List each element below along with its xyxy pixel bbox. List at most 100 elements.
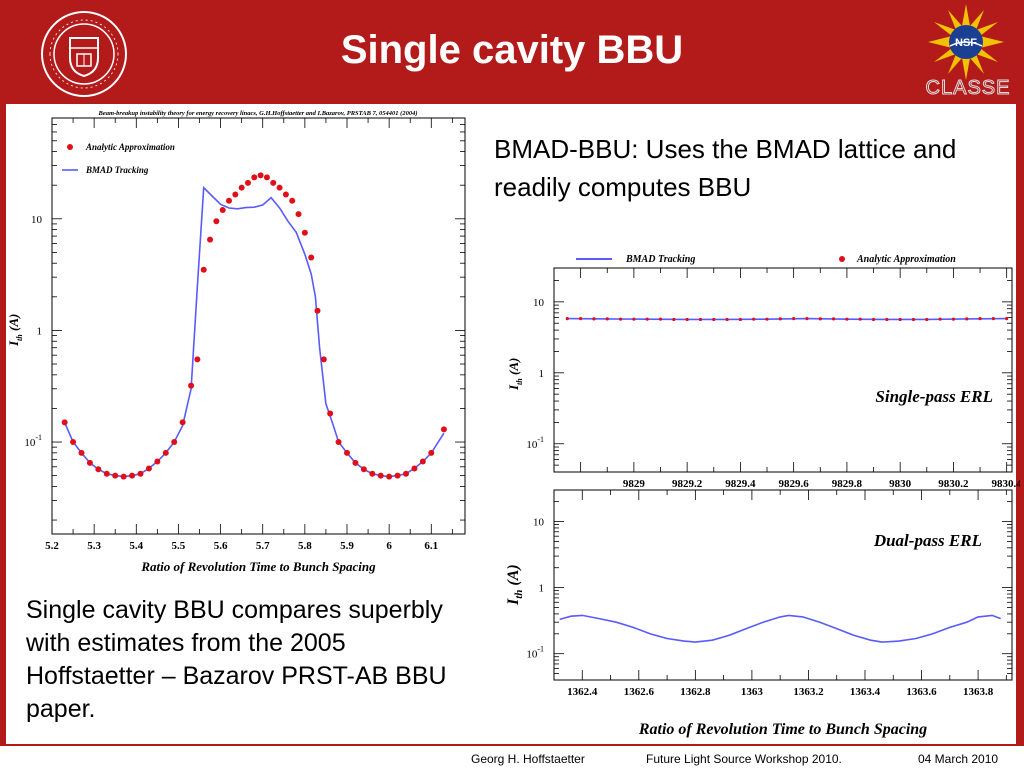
series-point-analytic-approximation xyxy=(335,439,342,446)
x-tick-label: 6 xyxy=(386,540,392,552)
y-tick-exponent: -1 xyxy=(35,433,42,442)
series-point-analytic-approximation xyxy=(672,317,676,322)
x-tick-label: 9830.4 xyxy=(992,478,1020,490)
left-threshold-chart: 10-1 1 10 5.2 5.3 5.4 5.5 5.6 5.7 5.8 5.9 6 6.1 Ith (… xyxy=(6,110,466,574)
series-point-analytic-approximation xyxy=(219,206,226,213)
x-tick-label: 1362.8 xyxy=(680,686,711,698)
y-tick-label: 10 xyxy=(533,517,545,529)
series-point-analytic-approximation xyxy=(898,317,902,322)
y-axis-label-subscript: th xyxy=(15,334,24,341)
series-point-analytic-approximation xyxy=(78,449,85,456)
series-point-analytic-approximation xyxy=(925,317,929,322)
series-point-analytic-approximation xyxy=(752,317,756,321)
legend-label-bmad-tracking: BMAD Tracking xyxy=(85,165,149,175)
x-tick-label: 9829.8 xyxy=(832,478,863,490)
series-point-analytic-approximation xyxy=(194,356,201,363)
series-point-analytic-approximation xyxy=(289,197,296,204)
series-point-analytic-approximation xyxy=(818,317,822,321)
y-axis-label: Ith (A) xyxy=(506,358,524,391)
x-tick-label: 1363 xyxy=(741,686,764,698)
y-tick-label: 10 xyxy=(31,214,43,226)
plot-frame xyxy=(553,489,1013,681)
y-axis-label-subscript: th xyxy=(515,378,524,385)
plot-frame xyxy=(553,267,1013,473)
y-axis-label-subscript: th xyxy=(513,590,525,599)
series-point-analytic-approximation xyxy=(61,419,68,426)
series-point-analytic-approximation xyxy=(137,470,144,477)
series-point-analytic-approximation xyxy=(377,472,384,479)
series-point-analytic-approximation xyxy=(565,317,569,321)
panel-label: Single-pass ERL xyxy=(875,387,993,406)
series-point-analytic-approximation xyxy=(171,439,178,446)
y-tick-label: 1 xyxy=(539,583,545,595)
series-point-analytic-approximation xyxy=(792,317,796,321)
series-point-analytic-approximation xyxy=(360,466,367,473)
series-point-analytic-approximation xyxy=(257,172,264,179)
series-point-analytic-approximation xyxy=(112,472,119,479)
series-point-analytic-approximation xyxy=(605,317,609,321)
series-point-analytic-approximation xyxy=(592,317,596,321)
series-point-analytic-approximation xyxy=(238,184,245,191)
x-tick-label: 9829.6 xyxy=(779,478,810,490)
series-point-analytic-approximation xyxy=(645,317,649,321)
x-tick-label: 9830.2 xyxy=(938,478,969,490)
y-tick-label: 10-1 xyxy=(526,645,544,661)
footer-author: Georg H. Hoffstaetter xyxy=(471,752,585,766)
x-tick-label: 1362.6 xyxy=(624,686,655,698)
series-point-analytic-approximation xyxy=(778,317,782,321)
y-tick-label: 10 xyxy=(533,297,545,309)
series-point-analytic-approximation xyxy=(978,317,982,321)
x-tick-label: 5.2 xyxy=(45,540,59,552)
x-tick-label: 1363.6 xyxy=(906,686,937,698)
series-point-analytic-approximation xyxy=(765,317,769,321)
bmad-description-text: BMAD-BBU: Uses the BMAD lattice and read… xyxy=(494,134,957,202)
y-tick-label: 10-1 xyxy=(526,435,544,451)
series-point-analytic-approximation xyxy=(845,317,849,321)
legend-marker-analytic-approximation xyxy=(67,144,73,150)
series-point-analytic-approximation xyxy=(188,382,195,389)
series-point-analytic-approximation xyxy=(301,229,308,236)
series-point-analytic-approximation xyxy=(207,236,214,243)
footer-date: 04 March 2010 xyxy=(918,752,999,766)
series-point-analytic-approximation xyxy=(95,466,102,473)
classe-logo-text: CLASSE xyxy=(925,77,1011,100)
series-point-analytic-approximation xyxy=(129,472,136,479)
nsf-logo-text: NSF xyxy=(955,37,977,49)
y-tick-label: 1 xyxy=(37,325,43,337)
series-point-analytic-approximation xyxy=(738,317,742,322)
x-tick-label: 1362.4 xyxy=(567,686,598,698)
series-point-analytic-approximation xyxy=(276,184,283,191)
y-axis-label-unit: (A) xyxy=(505,564,522,589)
series-line-bmad-tracking xyxy=(559,614,1001,643)
series-point-analytic-approximation xyxy=(232,191,239,198)
series-point-analytic-approximation xyxy=(871,317,876,322)
x-tick-label: 9829.2 xyxy=(672,478,703,490)
series-point-analytic-approximation xyxy=(440,426,447,433)
series-point-analytic-approximation xyxy=(295,211,302,218)
series-line-bmad-tracking xyxy=(63,185,445,478)
series-point-analytic-approximation xyxy=(403,470,409,477)
series-point-analytic-approximation xyxy=(308,254,315,261)
series-point-analytic-approximation xyxy=(951,317,956,321)
series-point-analytic-approximation xyxy=(965,317,969,321)
slide-content xyxy=(6,104,1016,744)
series-point-analytic-approximation xyxy=(320,356,327,363)
x-tick-label: 9830 xyxy=(889,478,912,490)
series-point-analytic-approximation xyxy=(858,317,862,321)
series-point-analytic-approximation xyxy=(369,470,376,477)
series-point-analytic-approximation xyxy=(618,317,623,321)
single-pass-chart: 10-1 1 10 9829 9829.2 9829.4 9829.6 9829.8 9830 9… xyxy=(506,254,1020,490)
series-point-analytic-approximation xyxy=(314,307,321,314)
legend-label-analytic-approximation: Analytic Approximation xyxy=(856,254,956,265)
slide-footer: Georg H. Hoffstaetter Future Light Sourc… xyxy=(0,744,1024,770)
panel-label: Dual-pass ERL xyxy=(873,531,982,550)
x-tick-label: 9829.4 xyxy=(725,478,756,490)
x-tick-label: 9829 xyxy=(623,478,646,490)
y-axis-label-unit: (A) xyxy=(6,314,21,335)
series-point-analytic-approximation xyxy=(327,410,334,417)
x-axis-label: Ratio of Revolution Time to Bunch Spacin… xyxy=(140,559,376,574)
slide-header: Single cavity BBU NSF CLASSE xyxy=(0,0,1024,104)
dual-pass-chart: 10-1 1 10 1362.4 1362.6 1362.8 1363 1363.2 1363.… xyxy=(505,489,1013,738)
x-tick-label: 1363.2 xyxy=(793,686,824,698)
x-tick-label: 5.5 xyxy=(172,540,186,552)
